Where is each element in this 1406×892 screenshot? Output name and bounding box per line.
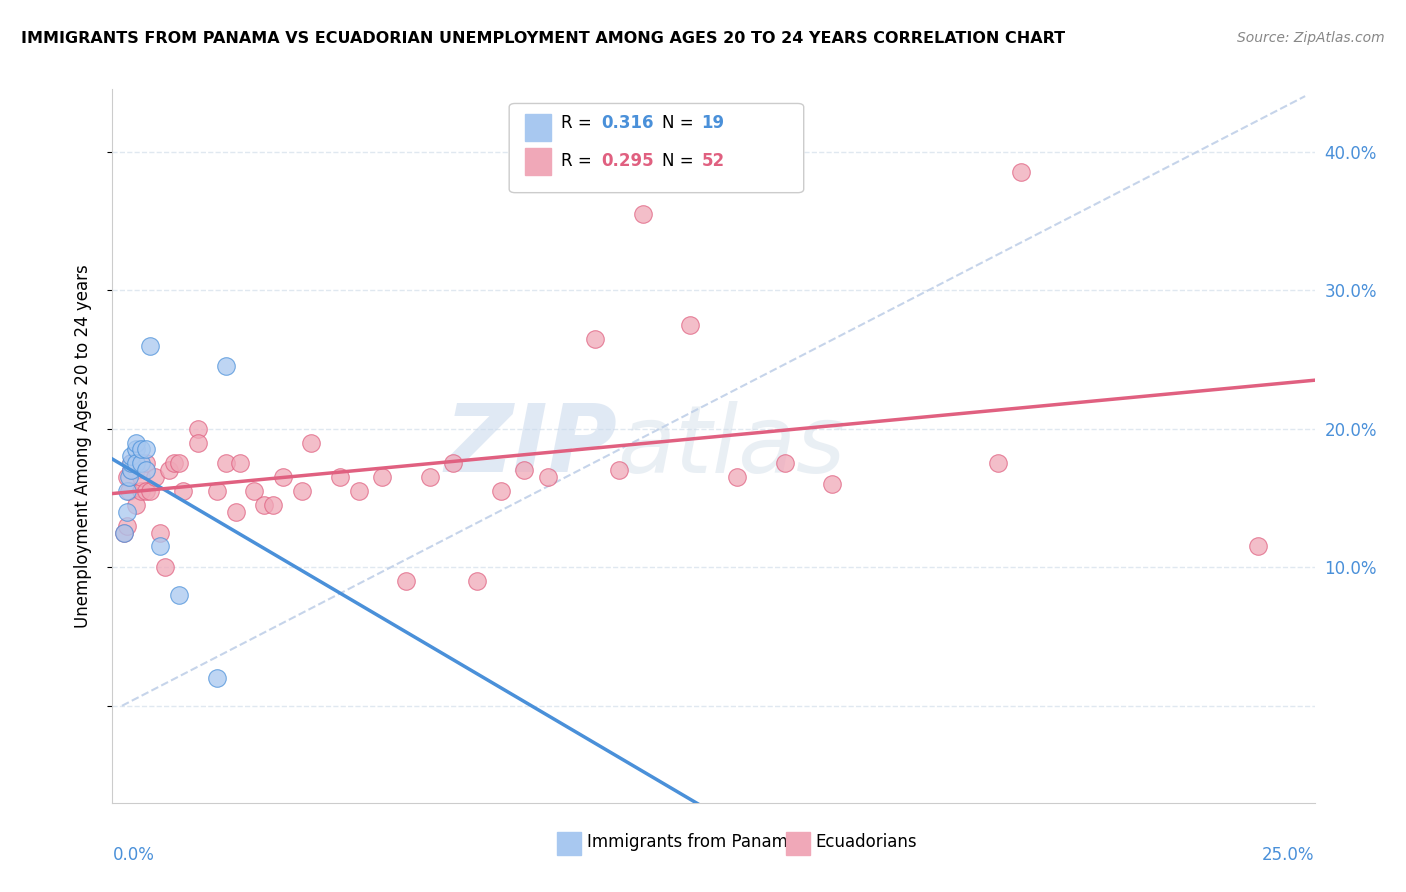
Point xyxy=(129,456,152,470)
Point xyxy=(821,477,844,491)
Point xyxy=(167,456,190,470)
Point xyxy=(167,588,190,602)
Text: 0.0%: 0.0% xyxy=(112,846,155,863)
Point xyxy=(149,525,172,540)
Text: ZIP: ZIP xyxy=(444,400,617,492)
Text: R =: R = xyxy=(561,152,598,169)
Point xyxy=(537,470,560,484)
Point xyxy=(1247,540,1270,554)
Point xyxy=(120,463,142,477)
Point xyxy=(139,338,162,352)
Point xyxy=(172,483,194,498)
Point xyxy=(139,483,162,498)
Text: 19: 19 xyxy=(702,114,724,132)
Text: atlas: atlas xyxy=(617,401,845,491)
Point xyxy=(631,207,654,221)
Point xyxy=(112,525,135,540)
Point xyxy=(299,435,322,450)
Text: 25.0%: 25.0% xyxy=(1263,846,1315,863)
Point xyxy=(773,456,796,470)
Point xyxy=(225,505,247,519)
Point xyxy=(115,505,138,519)
Point xyxy=(157,463,180,477)
Point xyxy=(262,498,284,512)
Point xyxy=(149,540,172,554)
Point xyxy=(129,442,152,457)
Point xyxy=(441,456,464,470)
Point xyxy=(125,442,148,457)
Point xyxy=(135,456,157,470)
Point xyxy=(118,470,141,484)
Y-axis label: Unemployment Among Ages 20 to 24 years: Unemployment Among Ages 20 to 24 years xyxy=(73,264,91,628)
Point xyxy=(253,498,276,512)
Text: N =: N = xyxy=(662,152,699,169)
Point xyxy=(489,483,512,498)
Text: 0.316: 0.316 xyxy=(602,114,654,132)
Point xyxy=(129,470,152,484)
Point xyxy=(215,359,238,374)
Point xyxy=(205,671,228,685)
Point xyxy=(135,442,157,457)
Point xyxy=(125,463,148,477)
Point xyxy=(725,470,748,484)
Point xyxy=(120,456,142,470)
Text: Ecuadorians: Ecuadorians xyxy=(815,833,917,851)
Point xyxy=(125,435,148,450)
Point xyxy=(163,456,186,470)
Text: R =: R = xyxy=(561,114,598,132)
Point xyxy=(115,470,138,484)
Bar xyxy=(786,832,810,855)
Point xyxy=(135,483,157,498)
Point xyxy=(143,470,166,484)
Point xyxy=(120,456,142,470)
Point xyxy=(115,518,138,533)
Point xyxy=(513,463,536,477)
Point xyxy=(329,470,352,484)
Point xyxy=(607,463,630,477)
Point xyxy=(112,525,135,540)
Point xyxy=(986,456,1008,470)
Point xyxy=(125,456,148,470)
Text: Source: ZipAtlas.com: Source: ZipAtlas.com xyxy=(1237,31,1385,45)
Text: 52: 52 xyxy=(702,152,724,169)
Point xyxy=(120,463,142,477)
FancyBboxPatch shape xyxy=(509,103,804,193)
Text: IMMIGRANTS FROM PANAMA VS ECUADORIAN UNEMPLOYMENT AMONG AGES 20 TO 24 YEARS CORR: IMMIGRANTS FROM PANAMA VS ECUADORIAN UNE… xyxy=(21,31,1066,46)
Point xyxy=(115,483,138,498)
Point xyxy=(215,456,238,470)
Point xyxy=(271,470,294,484)
Point xyxy=(187,422,209,436)
Point xyxy=(118,483,141,498)
Point xyxy=(120,450,142,464)
Point xyxy=(465,574,488,588)
Bar xyxy=(524,148,551,175)
Point xyxy=(679,318,702,332)
Point xyxy=(243,483,266,498)
Bar xyxy=(557,832,581,855)
Point xyxy=(395,574,418,588)
Text: N =: N = xyxy=(662,114,699,132)
Point xyxy=(135,463,157,477)
Point xyxy=(371,470,394,484)
Text: Immigrants from Panama: Immigrants from Panama xyxy=(588,833,799,851)
Point xyxy=(583,332,606,346)
Point xyxy=(1010,165,1032,179)
Bar xyxy=(524,114,551,141)
Point xyxy=(153,560,176,574)
Point xyxy=(229,456,252,470)
Text: 0.295: 0.295 xyxy=(602,152,654,169)
Point xyxy=(347,483,370,498)
Point xyxy=(125,498,148,512)
Point xyxy=(187,435,209,450)
Point xyxy=(129,483,152,498)
Point xyxy=(205,483,228,498)
Point xyxy=(419,470,441,484)
Point xyxy=(291,483,314,498)
